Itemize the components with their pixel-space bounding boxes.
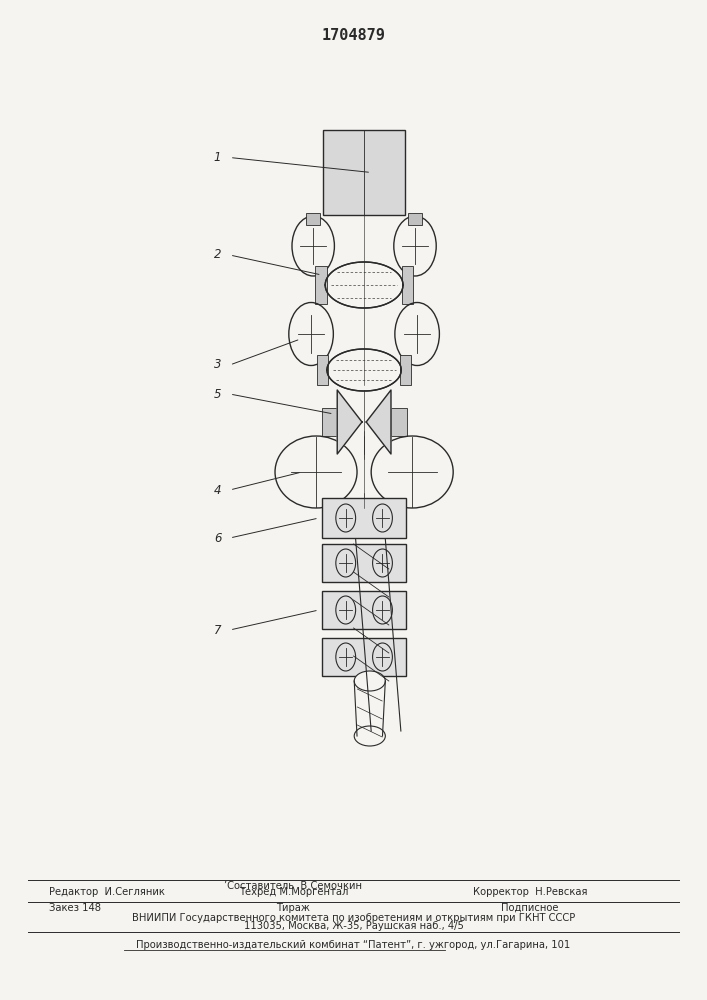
Text: 7: 7 bbox=[214, 624, 221, 637]
Text: 1704879: 1704879 bbox=[322, 28, 385, 43]
Bar bbox=[322, 498, 406, 538]
Bar bbox=[408, 213, 422, 225]
Bar bbox=[391, 408, 407, 436]
Ellipse shape bbox=[354, 671, 385, 691]
Bar bbox=[322, 638, 406, 676]
Text: Техред М.Моргентал: Техред М.Моргентал bbox=[239, 887, 348, 897]
Bar bbox=[402, 266, 413, 304]
Bar bbox=[322, 544, 406, 582]
Polygon shape bbox=[337, 390, 362, 454]
Text: Редактор  И.Сегляник: Редактор И.Сегляник bbox=[49, 887, 165, 897]
Bar bbox=[315, 266, 327, 304]
Text: 4: 4 bbox=[214, 484, 221, 496]
Text: 6: 6 bbox=[214, 532, 221, 544]
Bar bbox=[399, 355, 411, 385]
Ellipse shape bbox=[354, 726, 385, 746]
Text: 5: 5 bbox=[214, 387, 221, 400]
Bar bbox=[317, 355, 328, 385]
Bar bbox=[322, 591, 406, 629]
Text: Тираж: Тираж bbox=[276, 903, 310, 913]
Text: 3: 3 bbox=[214, 359, 221, 371]
Text: 2: 2 bbox=[214, 248, 221, 261]
Text: 113035, Москва, Ж-35, Раушская наб., 4/5: 113035, Москва, Ж-35, Раушская наб., 4/5 bbox=[244, 921, 463, 931]
Bar bbox=[324, 130, 404, 215]
Text: 1: 1 bbox=[214, 151, 221, 164]
Bar bbox=[306, 213, 320, 225]
Text: Подписное: Подписное bbox=[501, 903, 559, 913]
Text: Закез 148: Закез 148 bbox=[49, 903, 102, 913]
Polygon shape bbox=[366, 390, 391, 454]
Text: Производственно-издательский комбинат “Патент”, г. ужгород, ул.Гагарина, 101: Производственно-издательский комбинат “П… bbox=[136, 940, 571, 950]
Text: ’Составитель  В.Семочкин: ’Составитель В.Семочкин bbox=[224, 881, 363, 891]
Bar bbox=[322, 408, 337, 436]
Text: Корректор  Н.Ревская: Корректор Н.Ревская bbox=[473, 887, 588, 897]
Text: ВНИИПИ Государственного комитета по изобретениям и открытиям при ГКНТ СССР: ВНИИПИ Государственного комитета по изоб… bbox=[132, 913, 575, 923]
